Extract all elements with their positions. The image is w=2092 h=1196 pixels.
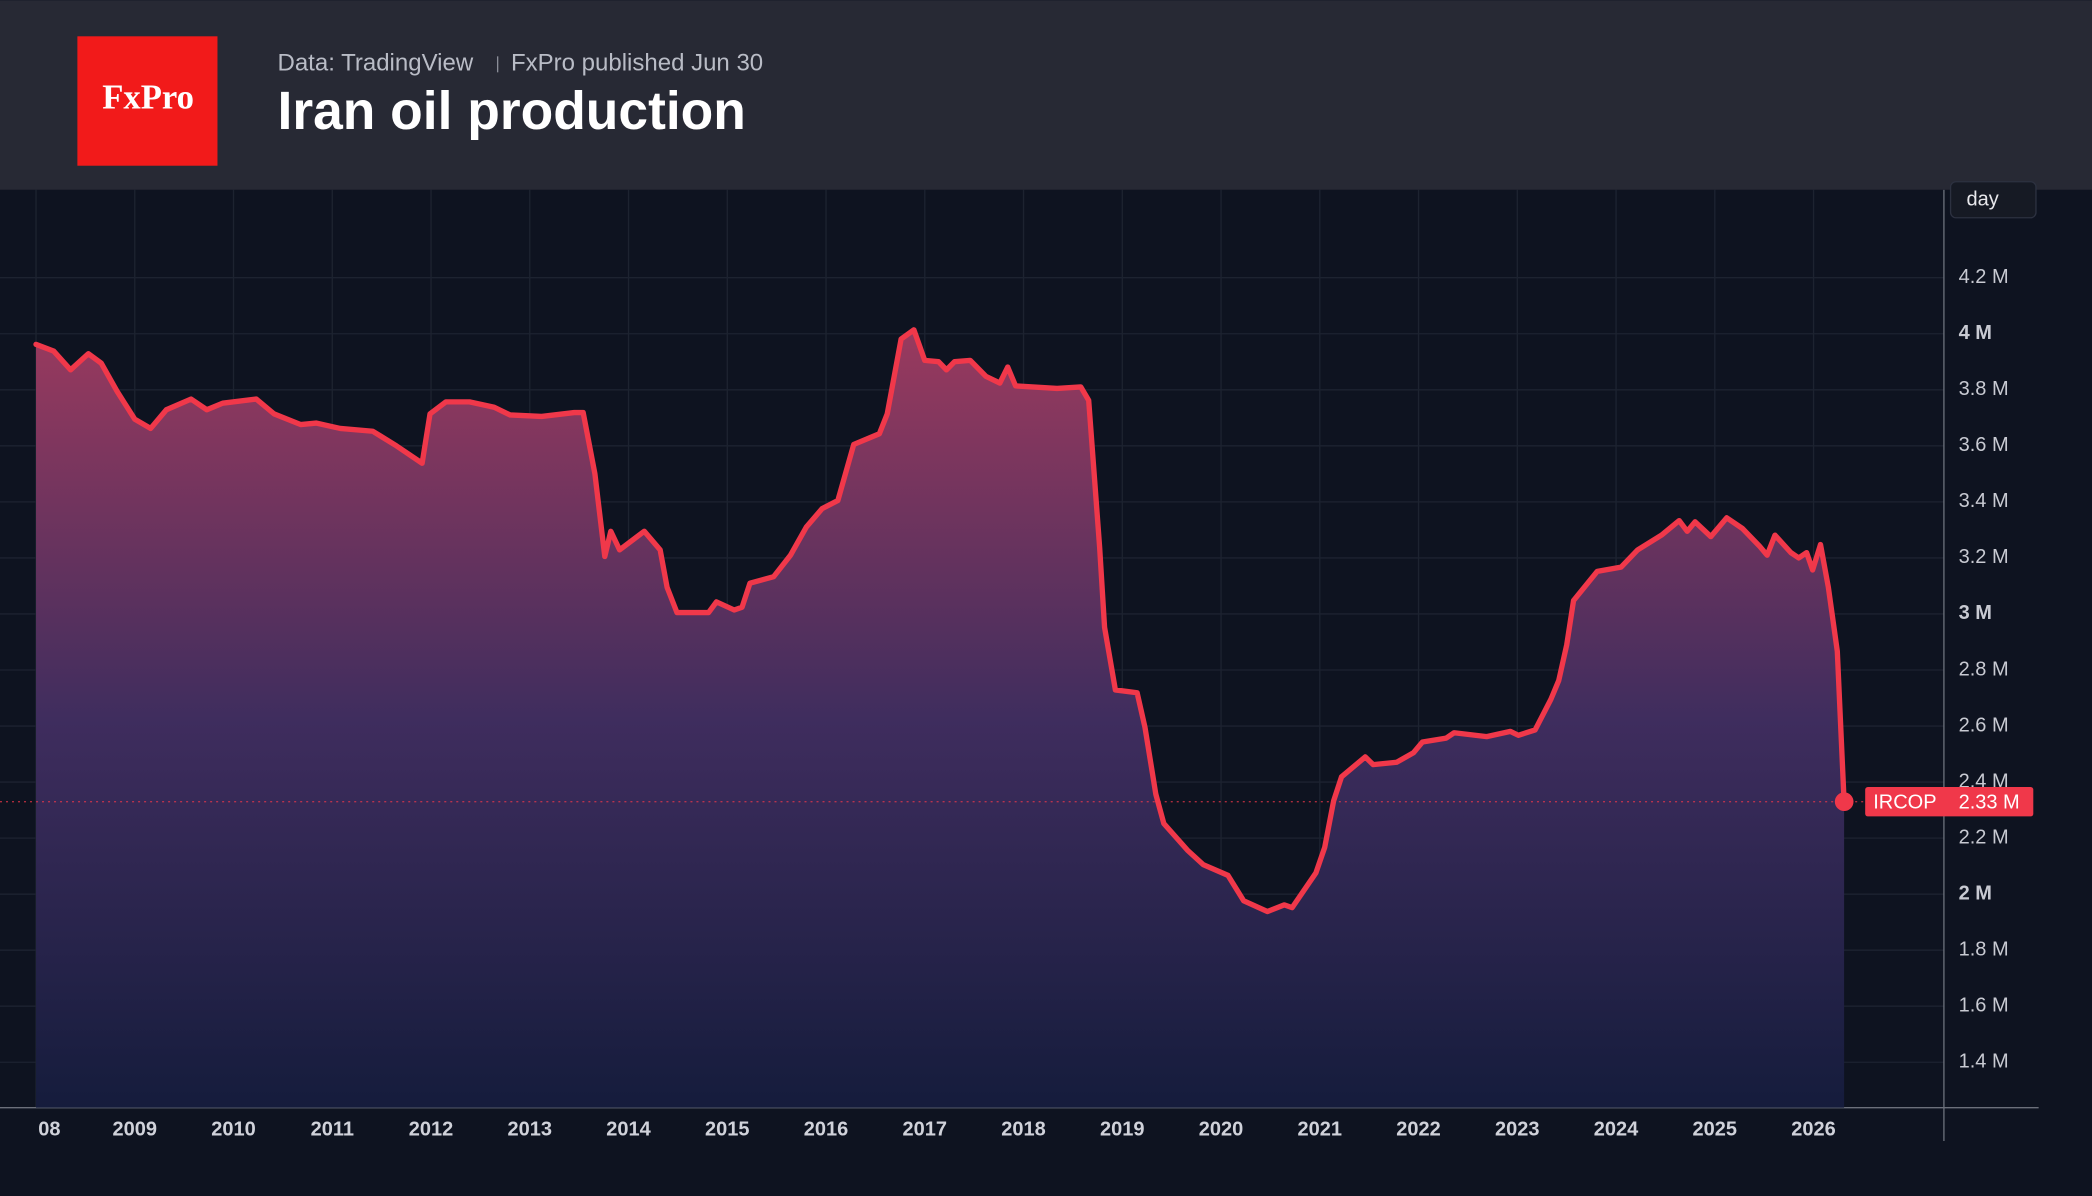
y-tick-label: 2 M bbox=[1959, 882, 1992, 904]
y-tick-label: 2.4 M bbox=[1959, 770, 2009, 792]
price-tag bbox=[1865, 787, 2034, 817]
x-tick-label: 08 bbox=[38, 1119, 60, 1141]
x-tick-label: 2013 bbox=[508, 1119, 552, 1141]
y-tick-label: 3.4 M bbox=[1959, 490, 2009, 512]
area bbox=[36, 329, 1845, 1108]
y-tick-label: 4.2 M bbox=[1959, 266, 2009, 288]
x-tick-label: 2022 bbox=[1396, 1119, 1441, 1141]
x-tick-label: 2024 bbox=[1594, 1119, 1639, 1141]
source: Data: TradingView bbox=[278, 50, 474, 77]
series-name: IRCOP bbox=[1873, 791, 1936, 813]
x-tick-label: 2021 bbox=[1298, 1119, 1343, 1141]
y-tick-label: 1.8 M bbox=[1959, 938, 2009, 960]
chart-title: Iran oil production bbox=[278, 82, 746, 141]
y-tick-label: 2.6 M bbox=[1959, 714, 2009, 736]
y-tick-label: 1.6 M bbox=[1959, 995, 2009, 1017]
x-tick-label: 2017 bbox=[903, 1119, 948, 1141]
y-tick-label: 4 M bbox=[1959, 322, 1992, 344]
logo bbox=[77, 36, 218, 166]
published: FxPro published Jun 30 bbox=[511, 50, 763, 77]
x-tick-label: 2014 bbox=[606, 1119, 651, 1141]
x-tick-label: 2010 bbox=[211, 1119, 256, 1141]
x-tick-label: 2009 bbox=[113, 1119, 158, 1141]
y-tick-label: 1.4 M bbox=[1959, 1051, 2009, 1073]
x-tick-label: 2018 bbox=[1001, 1119, 1046, 1141]
x-tick-label: 2020 bbox=[1199, 1119, 1244, 1141]
y-tick-label: 3.2 M bbox=[1959, 546, 2009, 568]
x-tick-label: 2012 bbox=[409, 1119, 454, 1141]
x-tick-label: 2019 bbox=[1100, 1119, 1145, 1141]
interval-button[interactable] bbox=[1949, 181, 2037, 219]
line bbox=[33, 327, 1847, 915]
x-tick-label: 2015 bbox=[705, 1119, 750, 1141]
y-tick-label: 3 M bbox=[1959, 602, 1992, 624]
x-tick-label: 2026 bbox=[1791, 1119, 1836, 1141]
y-tick-label: 2.2 M bbox=[1959, 826, 2009, 848]
x-tick-label: 2011 bbox=[311, 1119, 354, 1141]
y-tick-label: 3.8 M bbox=[1959, 378, 2009, 400]
plot-area: 1.4 M 1.6 M 1.8 M 2 M 2.2 M 2.4 M 2.6 M 2.8 M 3 … bbox=[0, 189, 2039, 1142]
logo-text: FxPro bbox=[102, 77, 194, 116]
last-point bbox=[1834, 792, 1854, 812]
value-label: 2.33 M bbox=[1959, 791, 2020, 813]
x-tick-label: 2023 bbox=[1495, 1119, 1540, 1141]
interval-label: day bbox=[1966, 189, 1998, 211]
x-tick-label: 2025 bbox=[1693, 1119, 1738, 1141]
x-tick-label: 2016 bbox=[804, 1119, 849, 1141]
y-tick-label: 2.8 M bbox=[1959, 658, 2009, 680]
y-tick-label: 3.6 M bbox=[1959, 434, 2009, 456]
header bbox=[0, 0, 2092, 190]
